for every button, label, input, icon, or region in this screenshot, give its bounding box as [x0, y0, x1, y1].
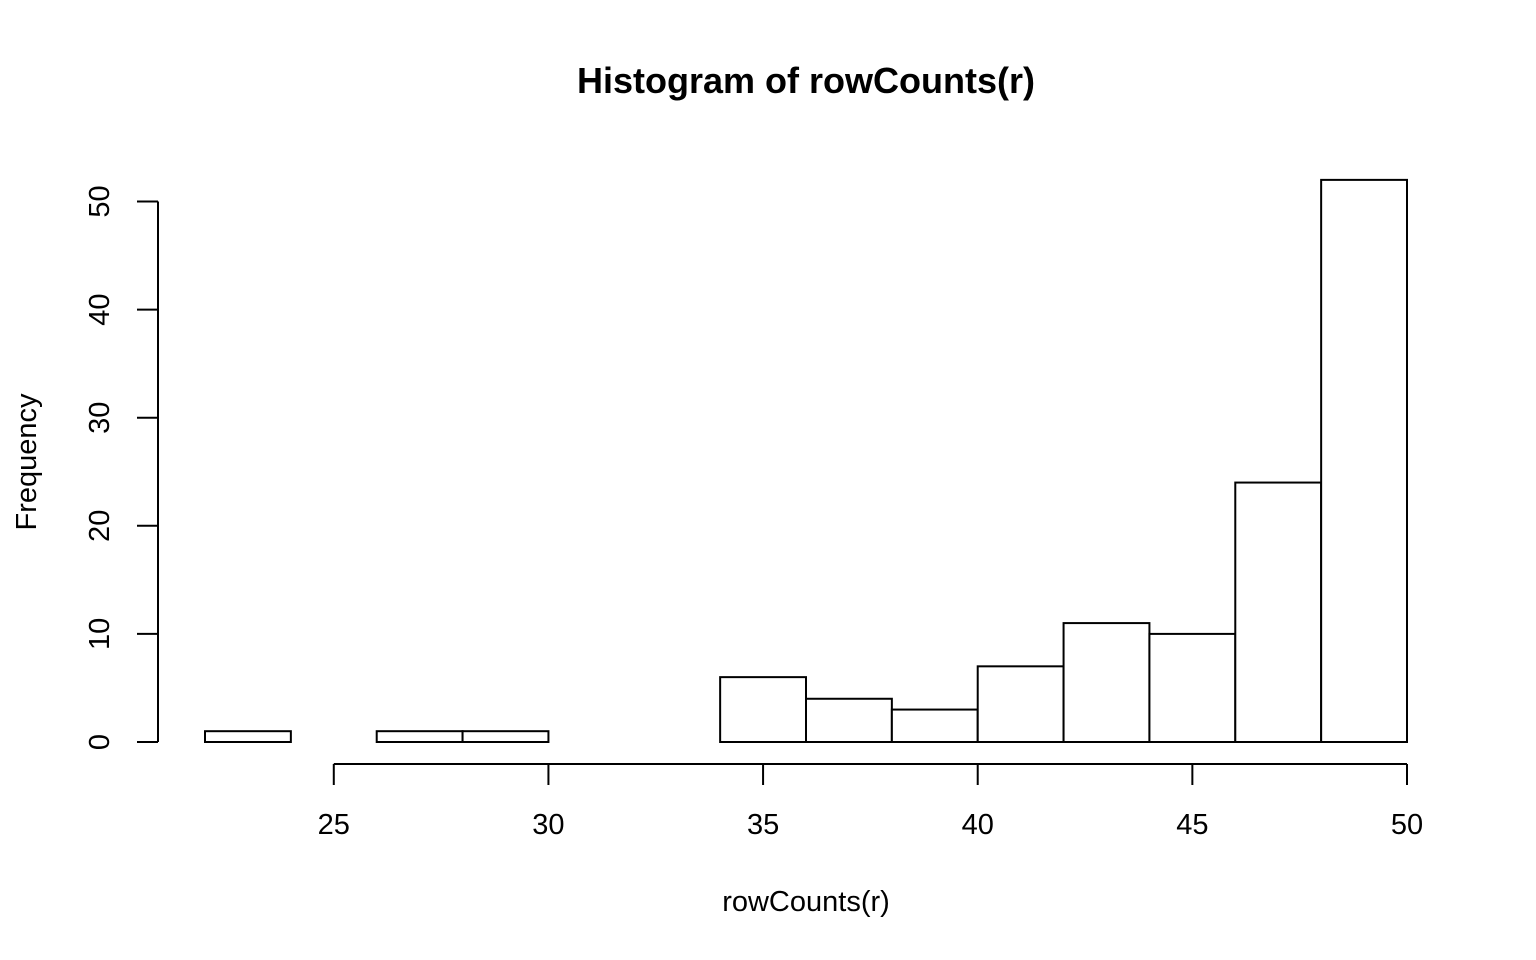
histogram-bar-3	[461, 730, 550, 744]
chart-title: Histogram of rowCounts(r)	[577, 60, 1035, 101]
x-tick-label-45: 45	[1176, 809, 1208, 841]
histogram-bar-9	[976, 665, 1065, 744]
histogram-bar-0	[204, 730, 292, 744]
y-tick-label-40: 40	[84, 293, 116, 325]
histogram-bar-10	[1062, 622, 1151, 744]
x-tick-label-50: 50	[1391, 809, 1423, 841]
histogram-bar-12	[1234, 481, 1323, 743]
histogram-bar-7	[805, 697, 893, 744]
histogram-bars	[204, 178, 1408, 744]
y-tick-label-0: 0	[84, 734, 116, 750]
x-axis-title: rowCounts(r)	[722, 886, 890, 918]
x-tick-label-30: 30	[532, 809, 564, 841]
y-axis: 0 10 20 30 40 50	[84, 185, 159, 750]
x-tick-label-40: 40	[962, 809, 994, 841]
y-tick-label-30: 30	[84, 402, 116, 434]
histogram-bar-2	[375, 730, 464, 744]
y-tick-label-10: 10	[84, 618, 116, 650]
y-tick-label-20: 20	[84, 510, 116, 542]
x-tick-label-25: 25	[318, 809, 350, 841]
histogram-bar-6	[719, 676, 808, 744]
histogram-bar-13	[1320, 178, 1408, 743]
y-axis-title: Frequency	[11, 393, 43, 531]
histogram-bar-8	[890, 708, 979, 744]
histogram-bar-11	[1148, 632, 1237, 744]
x-tick-label-35: 35	[747, 809, 779, 841]
y-tick-label-50: 50	[84, 185, 116, 217]
x-axis: 25 30 35 40 45 50	[318, 763, 1423, 841]
